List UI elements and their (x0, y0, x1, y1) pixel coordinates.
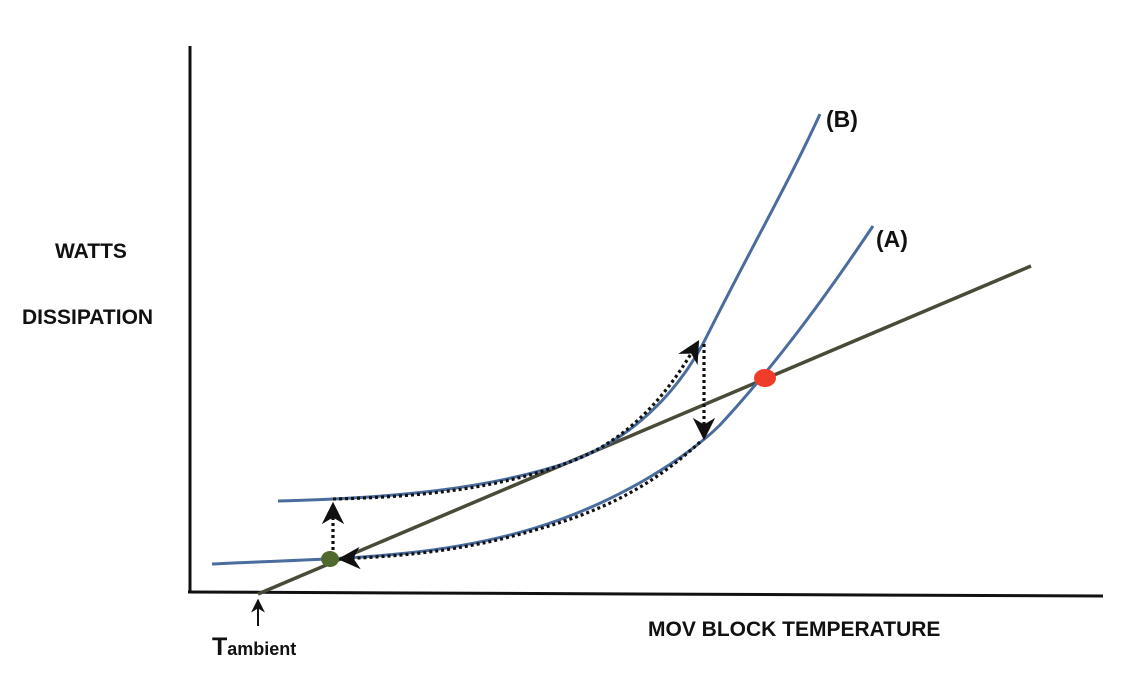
dotted-path-return (337, 440, 702, 570)
y-axis-label-line1: WATTS (55, 240, 127, 263)
curve-a-label: (A) (876, 226, 908, 252)
curve-a (211, 225, 875, 566)
ambient-temperature-label: Tambient (212, 633, 296, 662)
curve-b-label: (B) (826, 106, 858, 132)
heat-dissipation-line (257, 264, 1032, 596)
runaway-point-marker (754, 369, 776, 387)
stable-point-marker (321, 551, 339, 567)
dotted-path-rise (332, 340, 700, 501)
curve-b (277, 113, 822, 503)
ambient-label-sub: ambient (227, 639, 297, 659)
x-axis (187, 590, 1104, 598)
x-axis-label: MOV BLOCK TEMPERATURE (648, 618, 941, 641)
ambient-label-main: T (212, 633, 228, 661)
y-axis-label-line2: DISSIPATION (22, 306, 154, 329)
